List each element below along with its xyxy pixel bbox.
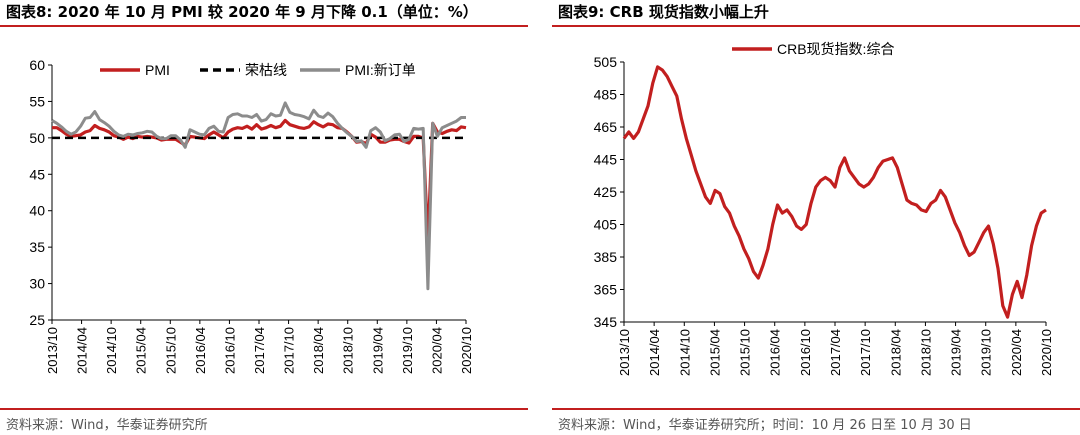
legend-label: 荣枯线 bbox=[245, 62, 287, 78]
x-tick-label: 2017/10 bbox=[282, 327, 297, 374]
y-tick-label: 345 bbox=[594, 314, 618, 330]
x-tick-label: 2014/04 bbox=[75, 327, 90, 374]
x-tick-label: 2020/10 bbox=[1039, 329, 1054, 376]
x-tick-label: 2015/10 bbox=[163, 327, 178, 374]
x-tick-label: 2013/10 bbox=[617, 329, 632, 376]
x-tick-label: 2016/10 bbox=[798, 329, 813, 376]
x-tick-label: 2020/10 bbox=[459, 327, 474, 374]
y-tick-label: 465 bbox=[594, 119, 618, 135]
x-tick-label: 2018/04 bbox=[888, 329, 903, 376]
panel-crb: 图表9: CRB 现货指数小幅上升 345 365 385 405 425 445 465 4… bbox=[552, 0, 1080, 435]
x-tick-label: 2018/10 bbox=[341, 327, 356, 374]
y-tick-label: 60 bbox=[29, 57, 45, 73]
x-tick-label: 2014/10 bbox=[677, 329, 692, 376]
caption-rule bbox=[552, 25, 1080, 27]
y-tick-label: 425 bbox=[594, 184, 618, 200]
x-tick-label: 2017/04 bbox=[252, 327, 267, 374]
y-tick-label: 30 bbox=[29, 276, 45, 292]
x-tick-label: 2014/10 bbox=[104, 327, 119, 374]
y-tick-label: 365 bbox=[594, 282, 618, 298]
x-tick-label: 2020/04 bbox=[429, 327, 444, 374]
x-tick-label: 2016/10 bbox=[222, 327, 237, 374]
x-tick-label: 2013/10 bbox=[45, 327, 60, 374]
x-tick-label: 2019/10 bbox=[400, 327, 415, 374]
x-tick-label: 2016/04 bbox=[193, 327, 208, 374]
y-tick-label: 25 bbox=[29, 312, 45, 328]
chart-caption: 图表8: 2020 年 10 月 PMI 较 2020 年 9 月下降 0.1（… bbox=[6, 3, 478, 21]
x-tick-label: 2015/04 bbox=[707, 329, 722, 376]
x-tick-label: 2018/04 bbox=[311, 327, 326, 374]
x-tick-label: 2017/10 bbox=[858, 329, 873, 376]
panel-pmi: 图表8: 2020 年 10 月 PMI 较 2020 年 9 月下降 0.1（… bbox=[0, 0, 528, 435]
chart-caption: 图表9: CRB 现货指数小幅上升 bbox=[558, 3, 769, 21]
y-tick-label: 40 bbox=[29, 203, 45, 219]
crb-chart: 345 365 385 405 425 445 465 485 505 2013/10 2014/0… bbox=[594, 41, 1054, 376]
caption-rule bbox=[0, 25, 528, 27]
y-tick-label: 405 bbox=[594, 217, 618, 233]
footer-rule bbox=[0, 408, 528, 410]
y-tick-label: 445 bbox=[594, 152, 618, 168]
x-tick-label: 2018/10 bbox=[918, 329, 933, 376]
x-tick-label: 2014/04 bbox=[647, 329, 662, 376]
x-tick-label: 2019/04 bbox=[949, 329, 964, 376]
x-tick-label: 2019/10 bbox=[979, 329, 994, 376]
y-tick-label: 505 bbox=[594, 54, 618, 70]
x-tick-label: 2020/04 bbox=[1009, 329, 1024, 376]
x-tick-label: 2017/04 bbox=[828, 329, 843, 376]
y-tick-label: 35 bbox=[29, 239, 45, 255]
legend-label: CRB现货指数:综合 bbox=[777, 41, 894, 57]
legend-label: PMI bbox=[145, 62, 170, 78]
y-tick-label: 50 bbox=[29, 130, 45, 146]
series-line bbox=[622, 65, 1047, 319]
source-note: 资料来源：Wind，华泰证券研究所 bbox=[6, 418, 208, 433]
x-tick-label: 2016/04 bbox=[768, 329, 783, 376]
x-tick-label: 2015/10 bbox=[738, 329, 753, 376]
y-tick-label: 55 bbox=[29, 93, 45, 109]
y-tick-label: 385 bbox=[594, 249, 618, 265]
y-tick-label: 485 bbox=[594, 87, 618, 103]
x-tick-label: 2019/04 bbox=[370, 327, 385, 374]
y-tick-label: 45 bbox=[29, 166, 45, 182]
footer-rule bbox=[552, 408, 1080, 410]
series-line bbox=[51, 101, 466, 291]
x-tick-label: 2015/04 bbox=[134, 327, 149, 374]
source-note: 资料来源：Wind，华泰证券研究所；时间：10 月 26 日至 10 月 30 … bbox=[558, 418, 972, 433]
pmi-chart: 25 30 35 40 45 50 55 60 2013/10 2014/04 2014/10 201… bbox=[29, 57, 474, 374]
legend-label: PMI:新订单 bbox=[345, 62, 416, 78]
